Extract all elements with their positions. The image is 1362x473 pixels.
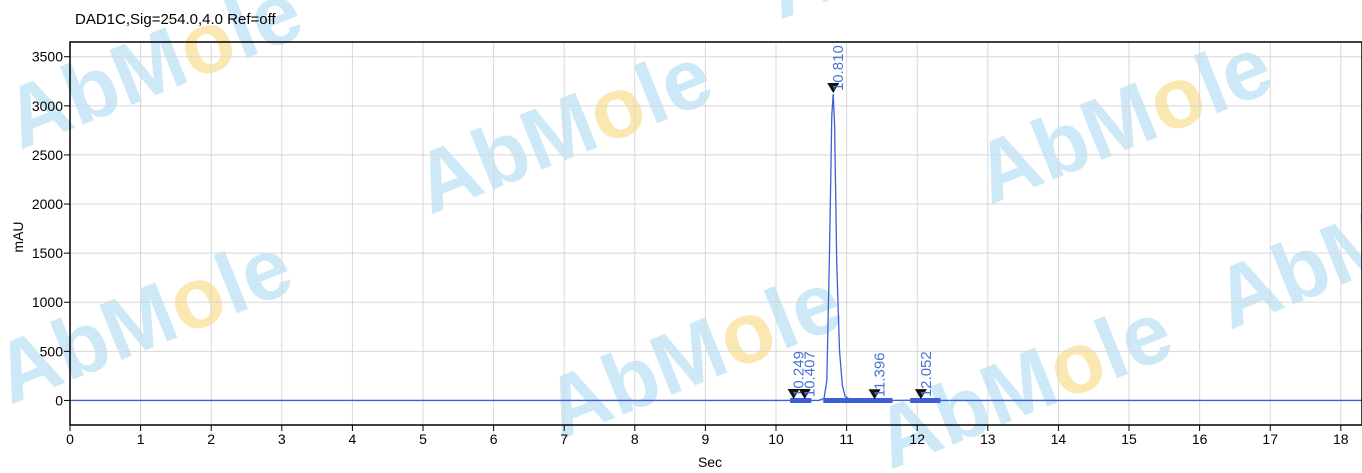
peak-label: 11.396	[872, 352, 889, 397]
x-tick-label: 18	[1333, 431, 1349, 447]
chart-title: DAD1C,Sig=254.0,4.0 Ref=off	[75, 11, 277, 28]
plot-frame	[69, 41, 1362, 426]
y-tick-label: 2000	[32, 196, 63, 212]
x-tick-label: 9	[702, 431, 710, 447]
x-tick-label: 4	[349, 431, 357, 447]
x-tick-label: 2	[207, 431, 215, 447]
x-tick-label: 6	[490, 431, 498, 447]
x-tick-label: 12	[909, 431, 925, 447]
peak-marker	[787, 388, 800, 399]
y-tick-label: 500	[40, 343, 64, 359]
peak-label: 12.052	[918, 351, 935, 397]
peak-label: 10.407	[802, 351, 819, 397]
x-tick-label: 8	[631, 431, 639, 447]
y-tick-label: 2500	[32, 147, 63, 163]
x-tick-label: 3	[278, 431, 286, 447]
watermark-text: AbMole	[401, 27, 725, 232]
peak-marker	[914, 389, 927, 400]
x-tick-label: 0	[66, 431, 74, 447]
x-tick-label: 16	[1192, 431, 1208, 447]
y-axis-ticks: 0 500 1000 1500 2000 2500 3000 3500	[32, 49, 70, 408]
x-tick-label: 1	[137, 431, 145, 447]
signal-trace	[70, 94, 1362, 402]
x-tick-label: 5	[419, 431, 427, 447]
y-tick-label: 1000	[32, 294, 63, 310]
y-tick-label: 3000	[32, 98, 63, 114]
y-tick-label: 0	[55, 392, 63, 408]
peak-label: 10.249	[791, 351, 808, 397]
x-tick-label: 14	[1051, 431, 1067, 447]
peak-marker	[798, 389, 811, 400]
peak-marker	[868, 389, 881, 400]
x-tick-label: 17	[1262, 431, 1278, 447]
grid-lines	[69, 42, 1362, 425]
watermark-text: AbMole	[751, 0, 1075, 38]
x-tick-label: 7	[560, 431, 568, 447]
x-tick-label: 13	[980, 431, 996, 447]
watermark-text: AbMole	[1201, 142, 1362, 347]
x-tick-label: 15	[1121, 431, 1137, 447]
y-tick-label: 1500	[32, 245, 63, 261]
watermark-text: AbMole	[961, 17, 1285, 222]
x-axis-ticks: 0 1 2 3 4 5 6 7 8 9 10 11 12 13 14 15 16 17 18	[66, 425, 1349, 447]
x-axis-label: Sec	[698, 454, 722, 470]
x-tick-label: 10	[768, 431, 784, 447]
y-axis-label: mAU	[10, 221, 26, 252]
peak-label: 10.810	[830, 45, 847, 91]
x-tick-label: 11	[839, 431, 854, 447]
peak-marker	[827, 83, 840, 94]
watermark-text: AbMole	[0, 217, 305, 422]
y-tick-label: 3500	[32, 49, 63, 65]
